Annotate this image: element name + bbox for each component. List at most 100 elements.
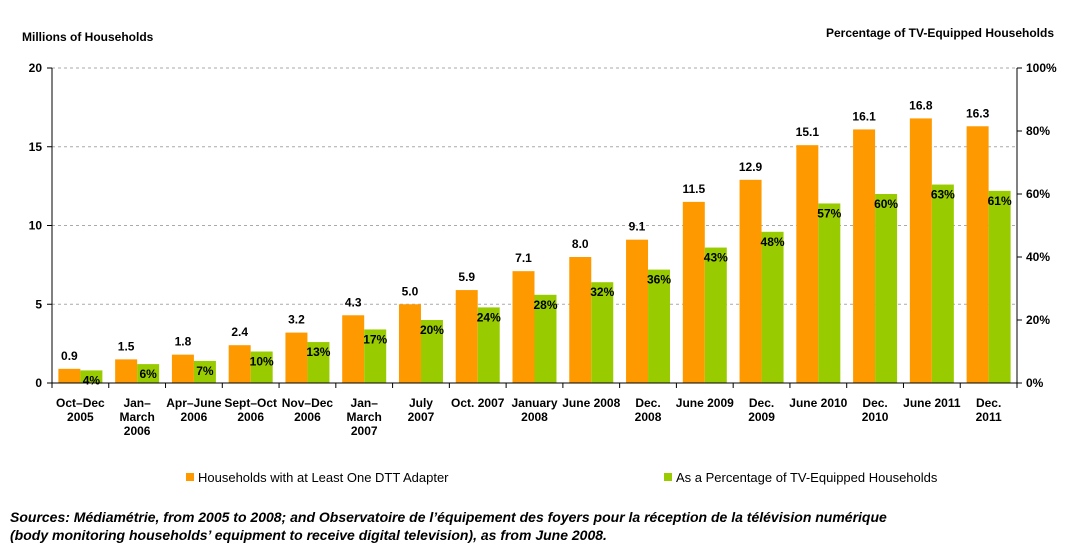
category-label-line: 2006 — [237, 410, 264, 424]
category-label: Nov–Dec 2006 — [282, 396, 334, 424]
category-label: Oct. 2007 — [451, 396, 505, 410]
category-label: Apr–June 2006 — [166, 396, 222, 424]
data-label-households: 16.3 — [966, 106, 990, 120]
category-label-line: 2006 — [181, 410, 208, 424]
left-axis-tick-label: 20 — [29, 61, 43, 75]
source-note-line-2: (body monitoring households’ equipment t… — [10, 527, 607, 543]
bar-percentage — [591, 282, 614, 383]
category-label-line: Jan– — [123, 396, 151, 410]
bar-percentage — [818, 203, 841, 383]
data-label-households: 0.9 — [61, 349, 78, 363]
category-label-line: 2007 — [351, 424, 378, 438]
bars — [58, 118, 1011, 384]
category-label-line: Dec. — [862, 396, 887, 410]
bar-households — [342, 315, 365, 383]
category-label-line: June 2008 — [562, 396, 620, 410]
category-label: July 2007 — [408, 396, 435, 424]
bar-households — [739, 179, 762, 383]
data-label-percentage: 61% — [988, 194, 1012, 208]
right-axis-title: Percentage of TV-Equipped Households — [826, 26, 1054, 40]
source-note-line-1: Sources: Médiamétrie, from 2005 to 2008;… — [10, 509, 887, 525]
data-label-percentage: 24% — [477, 310, 501, 324]
bar-households — [398, 304, 421, 383]
data-label-percentage: 10% — [250, 355, 274, 369]
data-label-percentage: 7% — [196, 364, 214, 378]
category-label-line: 2007 — [408, 410, 435, 424]
legend: Households with at Least One DTT Adapter… — [186, 470, 938, 485]
category-label-line: 2011 — [976, 410, 1002, 424]
data-label-households: 12.9 — [739, 160, 763, 174]
data-label-households: 11.5 — [682, 182, 705, 196]
right-axis-tick-label: 20% — [1026, 313, 1050, 327]
category-label-line: 2009 — [748, 410, 775, 424]
bar-percentage — [704, 247, 727, 383]
right-axis-tick-label: 40% — [1026, 250, 1050, 264]
bar-percentage — [80, 370, 103, 383]
bar-percentage — [250, 351, 273, 383]
bar-households — [115, 359, 138, 383]
bar-households — [966, 126, 989, 384]
category-label: January 2008 — [511, 396, 557, 424]
data-label-percentage: 32% — [590, 285, 614, 299]
data-label-households: 8.0 — [572, 237, 589, 251]
category-label: June 2008 — [562, 396, 620, 410]
right-axis-tick-label: 80% — [1026, 124, 1050, 138]
category-label: June 2010 — [789, 396, 847, 410]
category-label-line: June 2010 — [789, 396, 847, 410]
category-label-line: Dec. — [635, 396, 660, 410]
data-label-percentage: 63% — [931, 188, 955, 202]
data-label-households: 3.2 — [288, 313, 305, 327]
category-label: Jan– March 2007 — [347, 396, 382, 438]
bar-households — [228, 345, 251, 383]
legend-swatch-households — [186, 473, 194, 481]
data-label-percentage: 6% — [139, 367, 157, 381]
category-label-line: Sept–Oct — [224, 396, 277, 410]
category-label-line: Oct. 2007 — [451, 396, 505, 410]
category-label: June 2009 — [676, 396, 734, 410]
data-label-households: 7.1 — [515, 251, 532, 265]
bar-percentage — [420, 320, 443, 383]
data-label-households: 9.1 — [629, 220, 646, 234]
category-label: Dec. 2010 — [862, 396, 889, 424]
legend-label-households: Households with at Least One DTT Adapter — [198, 470, 449, 485]
data-label-percentage: 17% — [363, 332, 387, 346]
category-label: Dec. 2009 — [748, 396, 775, 424]
bar-households — [512, 271, 535, 383]
left-axis-tick-label: 10 — [29, 219, 43, 233]
data-label-percentage: 20% — [420, 323, 444, 337]
data-label-percentage: 4% — [83, 373, 101, 387]
category-label: Dec. 2008 — [635, 396, 662, 424]
data-label-percentage: 28% — [533, 298, 557, 312]
data-label-households: 16.1 — [852, 109, 876, 123]
source-note: Sources: Médiamétrie, from 2005 to 2008;… — [10, 508, 1060, 544]
right-axis-tick-label: 60% — [1026, 187, 1050, 201]
data-label-households: 4.3 — [345, 295, 362, 309]
bar-households — [171, 354, 194, 383]
axes — [47, 67, 1022, 388]
bar-percentage — [648, 269, 671, 383]
bar-percentage — [307, 342, 330, 383]
chart: Millions of Households Percentage of TV-… — [22, 26, 1057, 485]
bar-percentage — [931, 184, 954, 383]
category-label-line: Dec. — [749, 396, 774, 410]
category-label: Dec. 2011 — [976, 396, 1002, 424]
left-axis-tick-label: 5 — [35, 297, 42, 311]
data-label-households: 5.9 — [458, 270, 475, 284]
bar-households — [58, 368, 81, 383]
left-axis-tick-label: 15 — [29, 140, 43, 154]
category-label: June 2011 — [903, 396, 961, 410]
data-label-households: 1.8 — [175, 335, 192, 349]
bar-households — [682, 201, 705, 383]
left-axis-tick-label: 0 — [35, 376, 42, 390]
right-axis-tick-label: 0% — [1026, 376, 1044, 390]
legend-label-percentage: As a Percentage of TV-Equipped Household… — [676, 470, 938, 485]
category-label-line: June 2009 — [676, 396, 734, 410]
category-label-line: Apr–June — [166, 396, 222, 410]
bar-percentage — [193, 360, 216, 383]
data-label-percentage: 60% — [874, 197, 898, 211]
category-label-line: Dec. — [976, 396, 1001, 410]
bar-percentage — [137, 364, 160, 383]
data-label-percentage: 36% — [647, 273, 671, 287]
left-axis-title: Millions of Households — [22, 30, 154, 44]
